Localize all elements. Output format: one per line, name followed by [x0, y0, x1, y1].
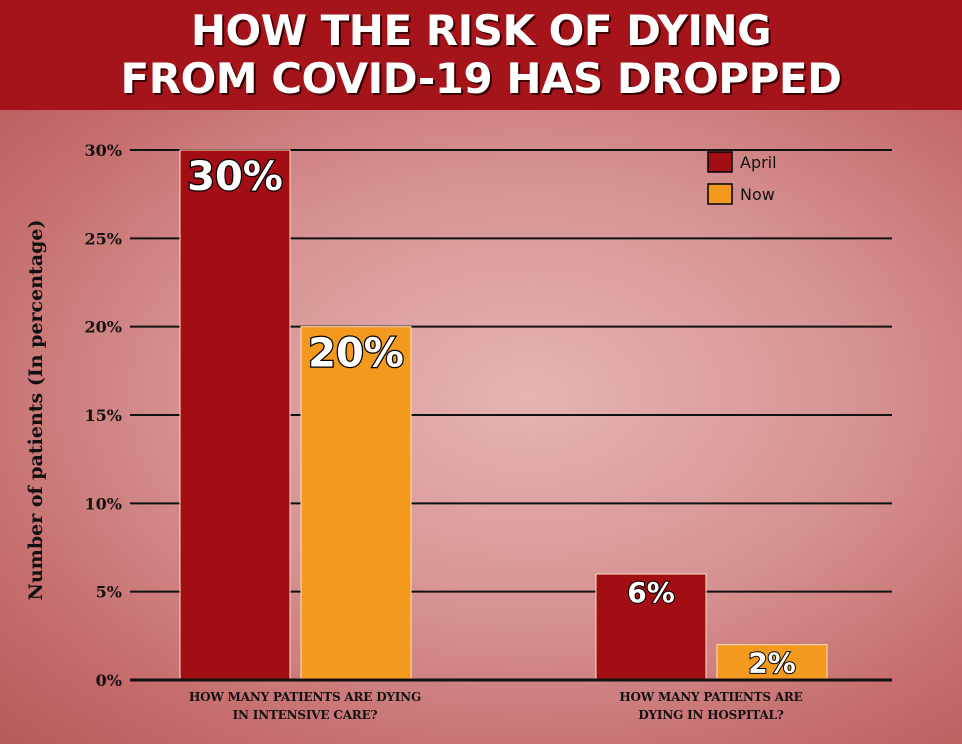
y-tick-label: 0% [96, 671, 122, 690]
legend-label-april: April [740, 153, 777, 172]
y-tick-label: 25% [85, 229, 122, 248]
legend-swatch-april [707, 151, 733, 173]
legend-label-now: Now [740, 185, 775, 204]
y-tick-label: 15% [85, 406, 122, 425]
title-banner: HOW THE RISK OF DYING FROM COVID-19 HAS … [0, 0, 962, 110]
bar-chart: 0% 5% 10% 15% 20% 25% 30% 30% 6% 20% 2% April Now [85, 141, 892, 690]
legend-swatch-now [707, 183, 733, 205]
category-label-line: DYING IN HOSPITAL? [638, 708, 784, 722]
data-label: 20% [308, 331, 404, 377]
y-axis-label: Number of patients (In percentage) [25, 219, 47, 601]
bar-april [595, 573, 707, 681]
y-tick-label: 10% [85, 494, 122, 513]
title-line-1: HOW THE RISK OF DYING [190, 6, 772, 55]
title-line-2: FROM COVID-19 HAS DROPPED [120, 54, 842, 103]
bar-now [300, 326, 412, 681]
category-label-line: HOW MANY PATIENTS ARE DYING [189, 690, 421, 704]
y-tick-label: 20% [85, 318, 122, 337]
category-label-intensive-care: HOW MANY PATIENTS ARE DYING IN INTENSIVE… [145, 688, 465, 724]
data-label: 30% [187, 154, 283, 200]
background-photo [0, 110, 962, 744]
y-tick-label: 5% [96, 583, 122, 602]
category-label-line: HOW MANY PATIENTS ARE [619, 690, 803, 704]
bar-april [179, 149, 291, 681]
y-tick-label: 30% [85, 141, 122, 160]
category-label-hospital: HOW MANY PATIENTS ARE DYING IN HOSPITAL? [551, 688, 871, 724]
data-label: 2% [748, 647, 796, 680]
data-label: 6% [627, 576, 675, 609]
category-label-line: IN INTENSIVE CARE? [232, 708, 378, 722]
